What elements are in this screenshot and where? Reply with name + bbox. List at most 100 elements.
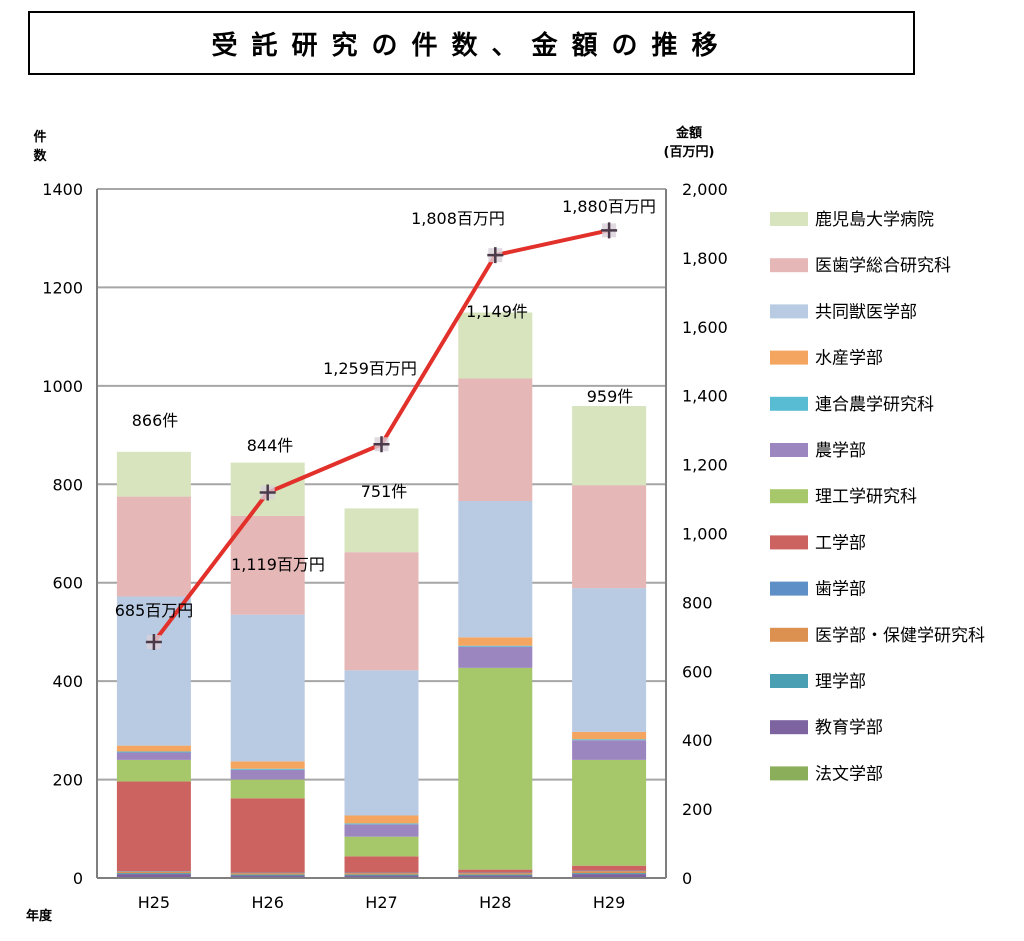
legend-label: 共同獣医学部 (815, 302, 917, 322)
bar-segment (344, 508, 419, 553)
y2-tick-label: 1,400 (682, 387, 728, 406)
x-tick-label: H29 (593, 893, 625, 912)
bar-segment (458, 875, 533, 878)
bar-segment (572, 874, 647, 878)
x-tick-label: H27 (365, 893, 397, 912)
bar-segment (116, 752, 191, 760)
y2-tick-label: 200 (682, 800, 713, 819)
bar-segment (458, 378, 533, 502)
bar-segment (344, 873, 419, 875)
bar-segment (230, 798, 305, 873)
legend-label: 農学部 (815, 441, 866, 461)
x-tick-label: H28 (479, 893, 511, 912)
x-axis-label: 年度 (26, 908, 53, 924)
amount-label: 1,119百万円 (231, 555, 325, 574)
bar-segment (230, 873, 305, 875)
y2-tick-label: 0 (682, 869, 692, 888)
bar-segment (458, 667, 533, 870)
bar-segment (572, 759, 647, 866)
bar-segment (572, 873, 647, 875)
amount-label: 685百万円 (115, 601, 194, 620)
legend-label: 水産学部 (815, 349, 883, 369)
amount-marker (145, 634, 162, 651)
bar-segment (458, 874, 533, 876)
bars (116, 312, 647, 878)
bar-segment (572, 588, 647, 732)
bar-segment (344, 875, 419, 878)
bar-segment (344, 815, 419, 824)
legend-swatch (770, 766, 808, 781)
y-tick-label: 600 (52, 574, 83, 593)
legend-swatch (770, 535, 808, 550)
legend-swatch (770, 350, 808, 365)
legend-swatch (770, 720, 808, 735)
bar-segment (230, 769, 305, 780)
legend-label: 教育学部 (815, 718, 883, 738)
amount-marker (259, 484, 276, 501)
amount-marker (601, 222, 618, 239)
bar-segment (572, 485, 647, 589)
amount-line (145, 222, 618, 651)
y-tick-label: 1000 (42, 377, 83, 396)
bar-segment (230, 768, 305, 770)
bar-segment (572, 731, 647, 740)
y2-tick-label: 1,800 (682, 249, 728, 268)
bar-segment (344, 823, 419, 825)
bar-segment (230, 875, 305, 878)
y-tick-label: 200 (52, 771, 83, 790)
bar-segment (572, 865, 647, 871)
y-tick-label: 400 (52, 672, 83, 691)
x-tick-label: H25 (138, 893, 170, 912)
bar-segment (116, 596, 191, 746)
legend-label: 鹿児島大学病院 (815, 210, 934, 230)
y2-tick-label: 1,600 (682, 318, 728, 337)
legend-label: 理学部 (815, 672, 866, 692)
amount-marker (487, 247, 504, 264)
bar-segment (230, 779, 305, 799)
bar-segment (458, 646, 533, 668)
bar-segment (230, 874, 305, 876)
left-unit-label-2: 数 (33, 148, 47, 164)
bar-segment (230, 761, 305, 769)
legend-swatch (770, 212, 808, 226)
bar-segment (116, 874, 191, 878)
legend-swatch (770, 304, 808, 319)
total-count-label: 1,149件 (466, 302, 528, 321)
data-labels: 866件 844件 751件 1,149件 959件 685百万円 1,119百万円 1,25… (115, 197, 656, 620)
chart-title: 受託研究の件数、金額の推移 (211, 30, 732, 61)
axes: 0 200 400 600 800 1000 1200 1400 0 200 400 600 800 1,… (42, 180, 728, 912)
bar-segment (116, 745, 191, 752)
legend-swatch (770, 258, 808, 273)
bar-segment (458, 869, 533, 873)
bar-segment (344, 836, 419, 857)
y-tick-label: 800 (52, 475, 83, 494)
legend-swatch (770, 443, 808, 457)
legend-swatch (770, 396, 808, 411)
y-tick-label: 1200 (42, 278, 83, 297)
legend-swatch (770, 674, 808, 688)
bar-segment (344, 824, 419, 837)
total-count-label: 844件 (247, 436, 294, 455)
right-unit-label-1: 金額 (675, 125, 702, 141)
amount-label: 1,880百万円 (562, 197, 656, 216)
legend-label: 医歯学総合研究科 (815, 256, 951, 276)
x-tick-label: H26 (252, 893, 284, 912)
legend-label: 工学部 (815, 533, 866, 553)
legend-label: 連合農学研究科 (815, 395, 934, 415)
legend-swatch (770, 627, 808, 642)
y-tick-label: 1400 (42, 180, 83, 199)
bar-segment (344, 670, 419, 816)
amount-marker (373, 436, 390, 453)
bar-segment (458, 637, 533, 646)
total-count-label: 959件 (587, 387, 634, 406)
bar-segment (458, 501, 533, 638)
bar-segment (344, 552, 419, 671)
right-unit-label-2: (百万円) (664, 145, 715, 160)
grid-lines (97, 188, 666, 781)
bar-segment (116, 496, 191, 597)
bar-segment (572, 740, 647, 760)
bar-segment (230, 515, 305, 615)
total-count-label: 866件 (132, 411, 179, 430)
total-count-label: 751件 (361, 482, 408, 501)
